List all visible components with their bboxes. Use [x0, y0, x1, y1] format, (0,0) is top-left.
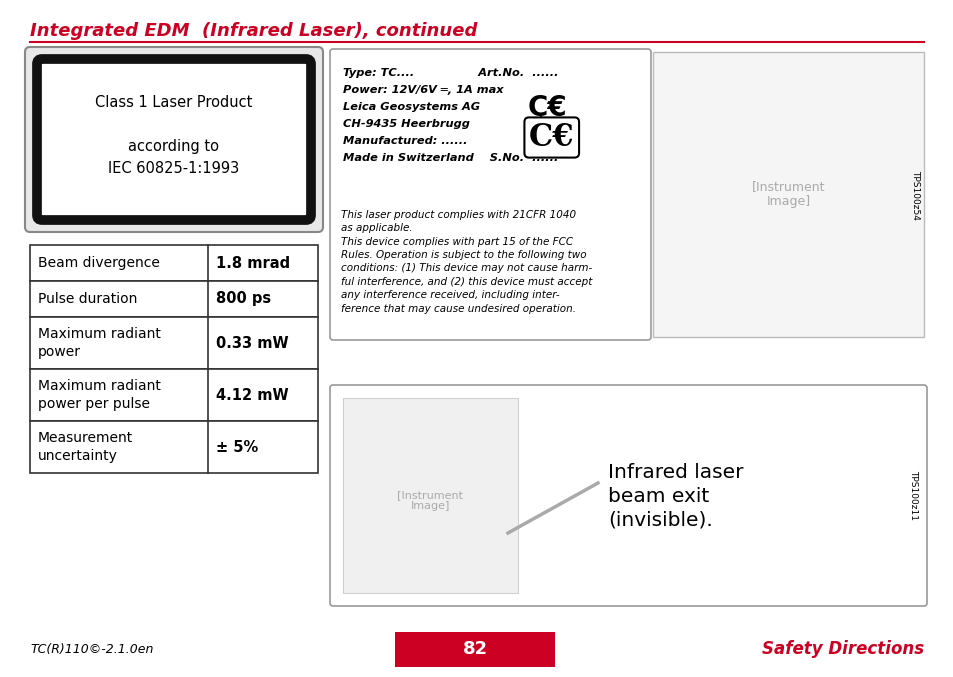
Bar	[30, 421, 317, 473]
Text: Measurement
uncertainty: Measurement uncertainty	[38, 431, 133, 463]
Text: C€: C€	[529, 122, 574, 153]
Text: TPS100z11: TPS100z11	[908, 471, 918, 521]
Text: Type: TC....                Art.No.  ......: Type: TC.... Art.No. ......	[343, 68, 558, 78]
Text: Pulse duration: Pulse duration	[38, 292, 137, 306]
Text: 1.8 mrad: 1.8 mrad	[215, 255, 290, 271]
Text: Safety Directions: Safety Directions	[761, 640, 923, 659]
Bar	[343, 398, 517, 593]
Text: TPS100z54: TPS100z54	[910, 169, 920, 219]
Bar	[395, 632, 555, 667]
Text: 4.12 mW: 4.12 mW	[215, 387, 289, 403]
Text: Leica Geosystems AG: Leica Geosystems AG	[343, 102, 479, 112]
FancyBboxPatch shape	[37, 59, 311, 220]
Text: Ç€: Ç€	[527, 94, 567, 122]
Text: [Instrument
Image]: [Instrument Image]	[397, 489, 463, 511]
Text: Manufactured: ......: Manufactured: ......	[343, 136, 467, 146]
FancyBboxPatch shape	[330, 385, 926, 606]
Text: [Instrument
Image]: [Instrument Image]	[751, 181, 824, 209]
Text: Infrared laser
beam exit
(invisible).: Infrared laser beam exit (invisible).	[607, 463, 742, 529]
Text: TC(R)110©-2.1.0en: TC(R)110©-2.1.0en	[30, 643, 153, 656]
Text: CH-9435 Heerbrugg: CH-9435 Heerbrugg	[343, 119, 470, 129]
Bar	[30, 317, 317, 369]
Bar	[30, 369, 317, 421]
Text: Made in Switzerland    S.No.  ......: Made in Switzerland S.No. ......	[343, 153, 558, 163]
Bar	[30, 245, 317, 281]
Text: 82: 82	[462, 640, 487, 659]
FancyBboxPatch shape	[330, 49, 650, 340]
Text: Power: 12V/6V ═, 1A max: Power: 12V/6V ═, 1A max	[343, 85, 503, 95]
Bar	[652, 52, 923, 337]
Text: 0.33 mW: 0.33 mW	[215, 336, 289, 351]
Text: This laser product complies with 21CFR 1040
as applicable.
This device complies : This laser product complies with 21CFR 1…	[340, 210, 592, 313]
Text: Maximum radiant
power per pulse: Maximum radiant power per pulse	[38, 379, 161, 411]
Text: Class 1 Laser Product

according to
IEC 60825-1:1993: Class 1 Laser Product according to IEC 6…	[95, 95, 253, 176]
Text: 800 ps: 800 ps	[215, 292, 271, 307]
Bar	[30, 281, 317, 317]
Text: ± 5%: ± 5%	[215, 439, 258, 454]
Text: Beam divergence: Beam divergence	[38, 256, 160, 270]
Text: Integrated EDM  (Infrared Laser), continued: Integrated EDM (Infrared Laser), continu…	[30, 22, 476, 40]
Text: Maximum radiant
power: Maximum radiant power	[38, 327, 161, 359]
FancyBboxPatch shape	[25, 47, 323, 232]
